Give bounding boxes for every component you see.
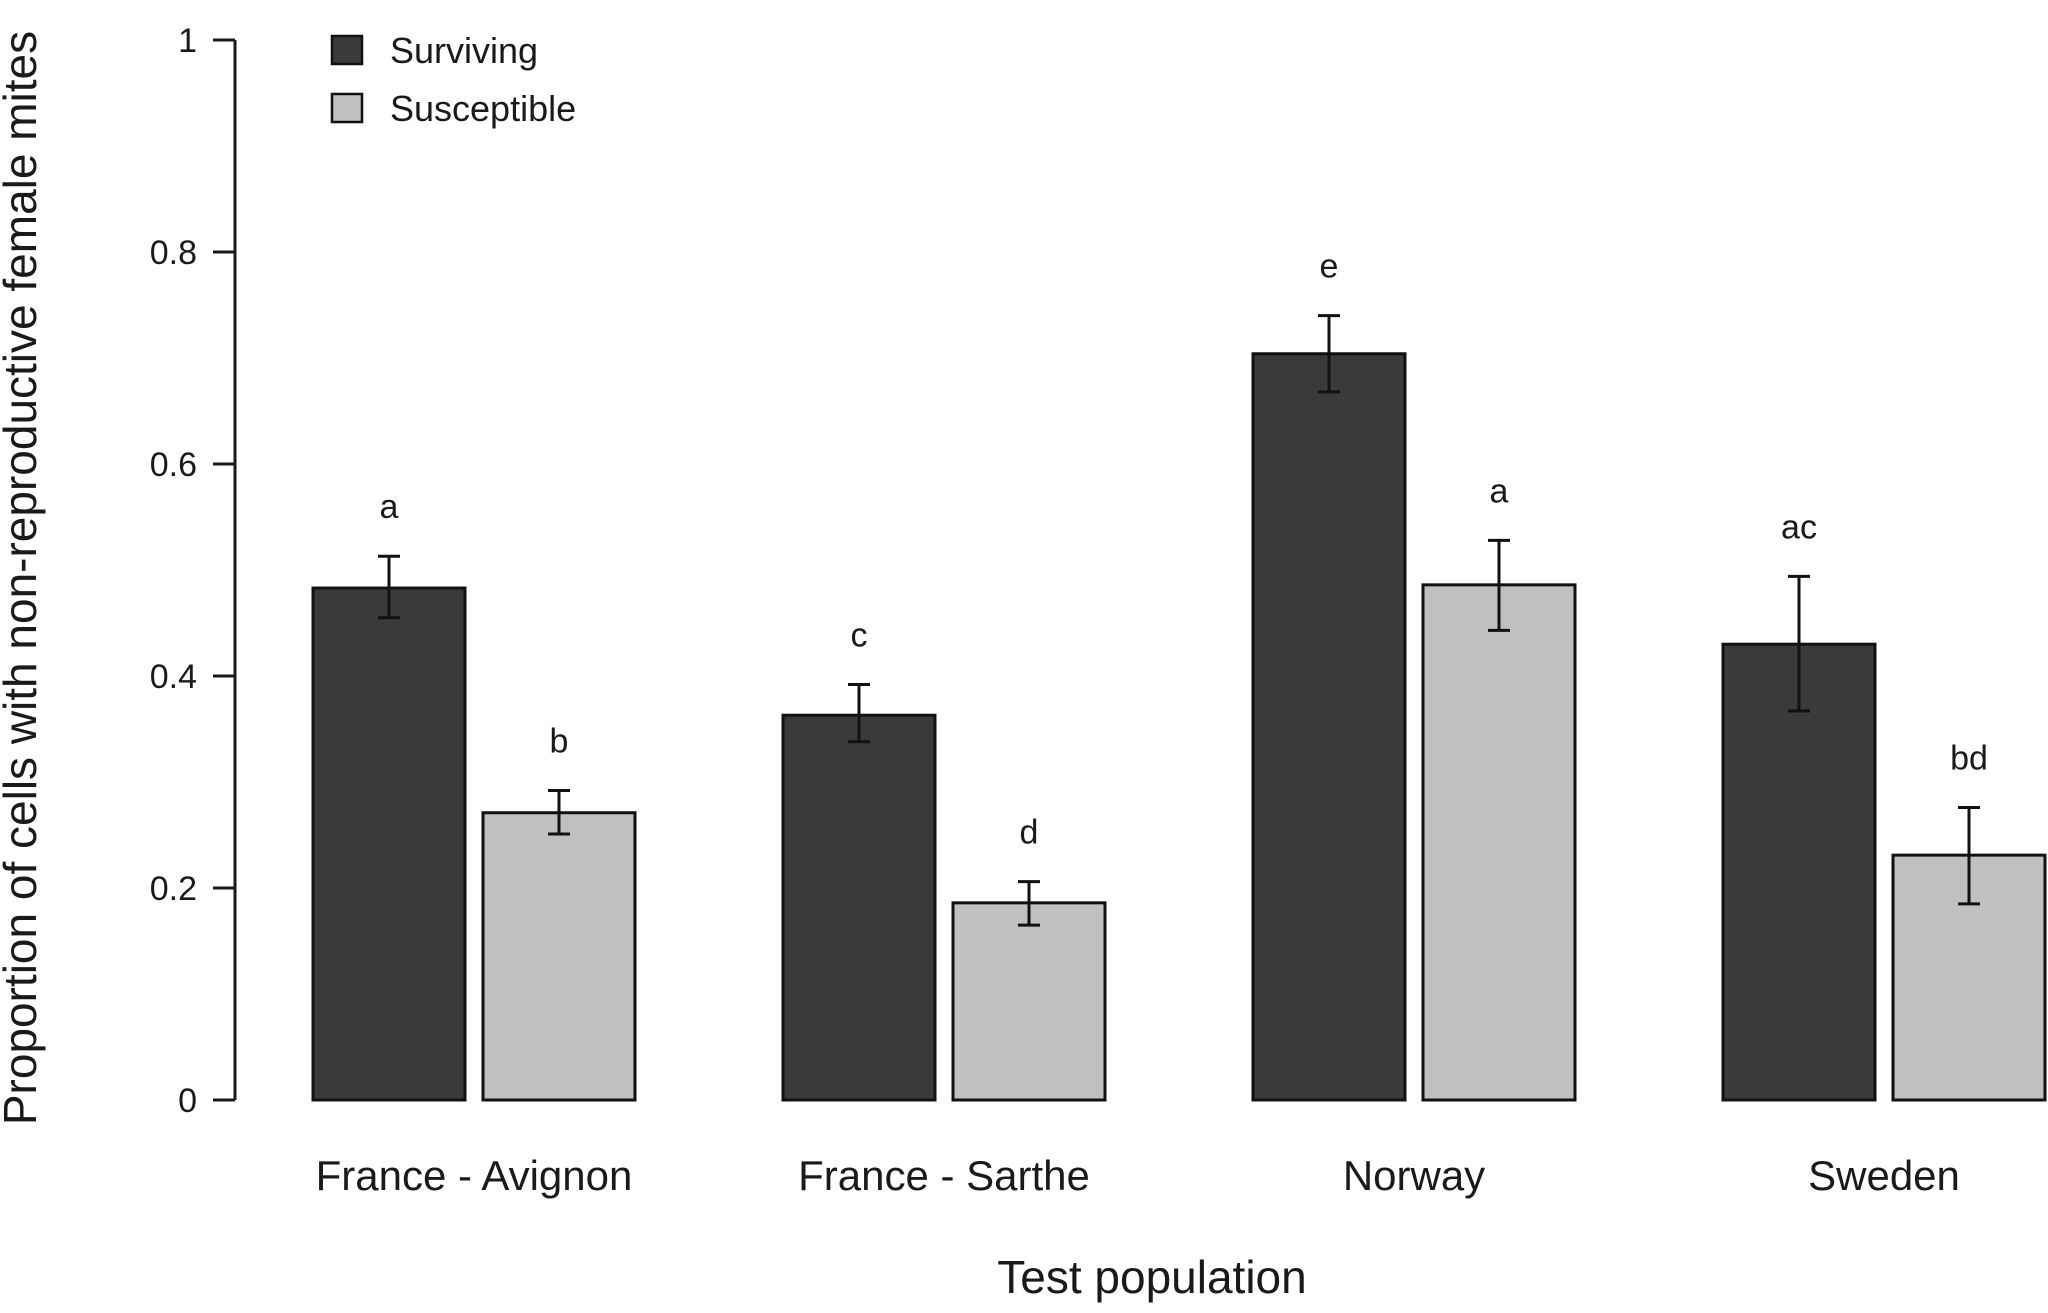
y-tick-label: 1 xyxy=(178,22,197,60)
bar-susceptible xyxy=(481,811,637,1102)
x-category-label: France - Sarthe xyxy=(798,1152,1090,1199)
x-axis-title: Test population xyxy=(997,1251,1306,1303)
y-axis-title: Proportion of cells with non-reproductiv… xyxy=(0,31,46,1125)
error-bars xyxy=(378,314,1980,927)
significance-letters: a b c d e a ac bd xyxy=(380,248,1988,852)
y-tick-label: 0 xyxy=(178,1082,197,1120)
significance-letter: a xyxy=(380,488,399,526)
bar-surviving xyxy=(781,713,937,1102)
y-tick-label: 0.2 xyxy=(150,870,197,908)
bar-surviving xyxy=(311,586,467,1102)
legend-swatch xyxy=(330,34,364,66)
x-category-label: Sweden xyxy=(1808,1152,1960,1199)
y-axis: 0 0.2 0.4 0.6 0.8 1 xyxy=(150,22,237,1120)
y-ticks: 0 0.2 0.4 0.6 0.8 1 xyxy=(150,22,235,1120)
significance-letter: bd xyxy=(1950,739,1988,777)
x-category-labels: France - Avignon France - Sarthe Norway Swe… xyxy=(316,1152,1960,1199)
significance-letter: ac xyxy=(1781,508,1817,546)
bar-susceptible xyxy=(1421,583,1577,1102)
significance-letter: a xyxy=(1490,472,1509,510)
x-category-label: Norway xyxy=(1343,1152,1485,1199)
significance-letter: d xyxy=(1020,814,1039,852)
bars xyxy=(311,352,2047,1102)
bar-susceptible xyxy=(951,901,1107,1102)
x-category-label: France - Avignon xyxy=(316,1152,633,1199)
y-tick-label: 0.6 xyxy=(150,446,197,484)
bar-surviving xyxy=(1251,352,1407,1102)
significance-letter: e xyxy=(1320,248,1339,286)
legend-label: Susceptible xyxy=(390,88,576,129)
y-tick-label: 0.4 xyxy=(150,658,197,696)
significance-letter: c xyxy=(851,616,868,654)
legend: Surviving Susceptible xyxy=(330,30,576,129)
legend-label: Surviving xyxy=(390,30,538,71)
y-tick-label: 0.8 xyxy=(150,234,197,272)
significance-letter: b xyxy=(550,722,569,760)
bar-surviving xyxy=(1721,642,1877,1102)
legend-swatch xyxy=(330,92,364,124)
